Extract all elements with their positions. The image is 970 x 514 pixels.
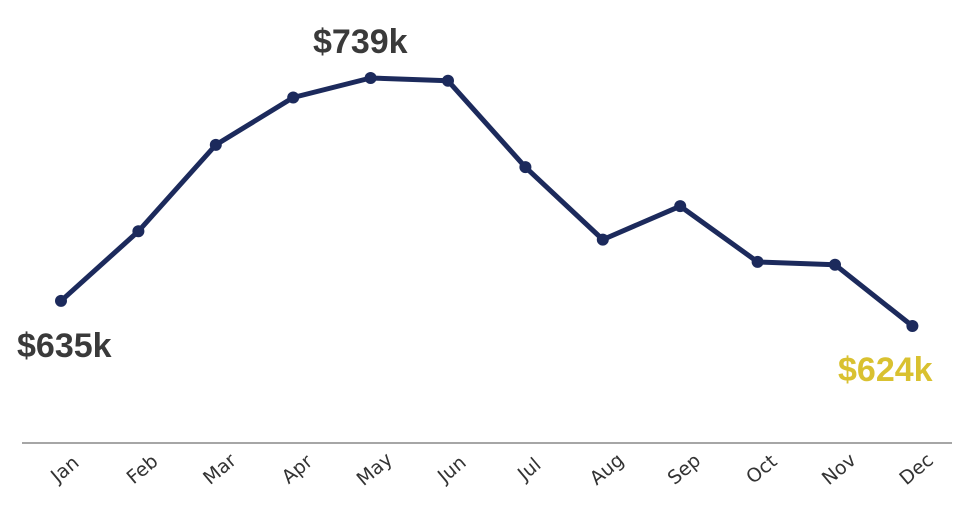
data-label-may: $739k xyxy=(313,23,408,61)
x-tick-label-nov: Nov xyxy=(818,449,861,490)
data-point-may xyxy=(364,72,377,84)
series-line xyxy=(58,75,915,329)
data-point-jul xyxy=(519,161,532,174)
x-tick-label-apr: Apr xyxy=(278,450,317,488)
data-point-feb xyxy=(132,225,145,238)
data-point-apr xyxy=(287,91,300,104)
x-tick-label-jan: Jan xyxy=(46,452,83,488)
x-tick-label-jul: Jul xyxy=(513,454,545,486)
data-point-mar xyxy=(209,138,222,151)
x-tick-label-dec: Dec xyxy=(895,449,937,489)
x-tick-label-mar: Mar xyxy=(199,449,241,489)
x-tick-label-oct: Oct xyxy=(742,450,781,488)
data-point-dec xyxy=(906,320,919,332)
data-point-jan xyxy=(55,294,67,307)
data-label-dec: $624k xyxy=(838,351,933,389)
x-tick-label-feb: Feb xyxy=(123,450,163,488)
x-tick-label-aug: Aug xyxy=(586,449,629,490)
x-tick-label-may: May xyxy=(353,448,397,490)
data-point-sep xyxy=(674,200,687,213)
data-point-oct xyxy=(751,255,764,268)
data-points xyxy=(55,72,919,332)
x-tick-labels: Jan Feb Mar Apr May Jun Jul Aug Sep Oct Nov Dec xyxy=(46,448,938,490)
x-tick-label-sep: Sep xyxy=(664,449,706,489)
data-point-nov xyxy=(829,258,841,271)
data-point-aug xyxy=(596,233,609,246)
data-point-jun xyxy=(442,74,454,87)
data-label-jan: $635k xyxy=(17,327,112,365)
x-tick-label-jun: Jun xyxy=(433,451,471,488)
